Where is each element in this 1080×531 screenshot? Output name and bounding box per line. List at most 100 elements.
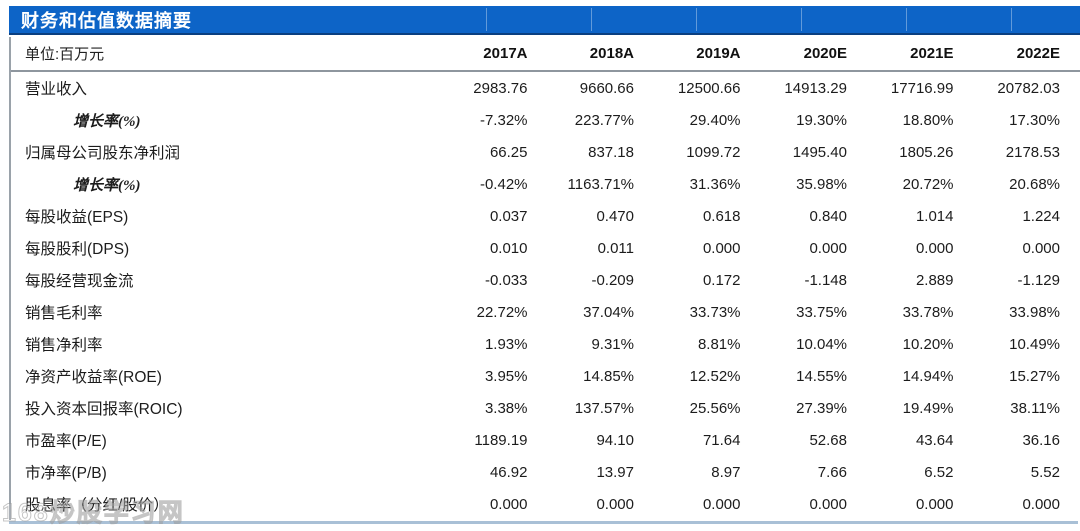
cell-value: 14913.29	[784, 79, 847, 97]
cell-value: 14.55%	[796, 367, 847, 385]
cell-value: 0.010	[489, 239, 528, 257]
cell-value: 20782.03	[997, 79, 1060, 97]
cell-value: 0.000	[702, 239, 741, 257]
cell-value: -0.209	[591, 271, 634, 289]
row-label: 营业收入	[25, 81, 88, 98]
cell-value: 29.40%	[689, 111, 741, 129]
cell-value: 0.172	[702, 271, 741, 289]
cell-value: 1.014	[915, 207, 954, 225]
cell-value: 0.000	[809, 495, 847, 513]
cell-value: 837.18	[588, 143, 634, 161]
cell-value: -1.129	[1017, 271, 1060, 289]
column-header-2019a: 2019A	[654, 37, 761, 72]
cell-value: 31.36%	[689, 175, 741, 193]
cell-value: 0.000	[1022, 239, 1060, 257]
table-title-bar: 财务和估值数据摘要	[9, 6, 1080, 35]
cell-value: 46.92	[489, 463, 528, 481]
cell-value: -0.42%	[479, 175, 528, 193]
cell-value: 33.75%	[796, 303, 847, 321]
table-row: 股息率（分红/股价） 0.000 0.000 0.000 0.000 0.000 0.000	[11, 488, 1080, 520]
titlebar-column-separator	[1011, 8, 1012, 31]
table-row: 每股经营现金流 -0.033 -0.209 0.172 -1.148 2.889 -1.12…	[11, 264, 1080, 296]
cell-value: 12500.66	[677, 79, 741, 97]
cell-value: 0.000	[809, 239, 847, 257]
row-label: 每股收益(EPS)	[25, 209, 129, 226]
table-bottom-rule	[9, 521, 1078, 524]
cell-value: 33.73%	[689, 303, 741, 321]
table-row: 净资产收益率(ROE) 3.95% 14.85% 12.52% 14.55% 14.94%…	[11, 360, 1080, 392]
cell-value: 2.889	[915, 271, 954, 289]
cell-value: 1189.19	[474, 431, 528, 449]
table-row: 市盈率(P/E) 1189.19 94.10 71.64 52.68 43.64 36.16	[11, 424, 1080, 456]
cell-value: 38.11%	[1010, 399, 1060, 417]
cell-value: 27.39%	[796, 399, 847, 417]
financial-summary-table: 单位:百万元 2017A 2018A 2019A 2020E 2021E 2022E 营业…	[11, 37, 1080, 520]
cell-value: 0.000	[1022, 495, 1060, 513]
cell-value: 223.77%	[574, 111, 634, 129]
cell-value: 33.78%	[902, 303, 954, 321]
cell-value: 0.000	[915, 239, 954, 257]
row-label: 归属母公司股东净利润	[25, 145, 181, 162]
cell-value: 22.72%	[476, 303, 528, 321]
titlebar-column-separator	[591, 8, 592, 31]
column-header-2021e: 2021E	[867, 37, 974, 72]
table-row: 投入资本回报率(ROIC) 3.38% 137.57% 25.56% 27.39% 19.…	[11, 392, 1080, 424]
cell-value: 9660.66	[579, 79, 634, 97]
row-label: 股息率（分红/股价）	[25, 497, 169, 514]
cell-value: 36.16	[1022, 431, 1060, 449]
cell-value: 2178.53	[1005, 143, 1060, 161]
table-row: 增长率(%) -0.42% 1163.71% 31.36% 35.98% 20.72% 20…	[11, 168, 1080, 200]
titlebar-column-separator	[696, 8, 697, 31]
cell-value: 10.20%	[902, 335, 954, 353]
cell-value: 17.30%	[1009, 111, 1060, 129]
cell-value: 9.31%	[591, 335, 634, 353]
cell-value: 0.840	[809, 207, 847, 225]
cell-value: 0.470	[596, 207, 634, 225]
cell-value: 20.68%	[1009, 175, 1060, 193]
unit-label: 单位:百万元	[11, 37, 441, 72]
column-header-2017a: 2017A	[441, 37, 548, 72]
table-row: 每股股利(DPS) 0.010 0.011 0.000 0.000 0.000 0.000	[11, 232, 1080, 264]
cell-value: 7.66	[817, 463, 847, 481]
page-title: 财务和估值数据摘要	[21, 10, 192, 31]
table-row: 营业收入 2983.76 9660.66 12500.66 14913.29 17716.…	[11, 71, 1080, 104]
cell-value: 2983.76	[473, 79, 528, 97]
column-header-2022e: 2022E	[973, 37, 1080, 72]
cell-value: -0.033	[484, 271, 528, 289]
cell-value: 8.81%	[697, 335, 741, 353]
row-label: 增长率(%)	[73, 113, 141, 130]
table-row: 每股收益(EPS) 0.037 0.470 0.618 0.840 1.014 1.224	[11, 200, 1080, 232]
cell-value: 0.000	[915, 495, 954, 513]
cell-value: 0.618	[702, 207, 741, 225]
cell-value: 17716.99	[890, 79, 954, 97]
cell-value: 5.52	[1030, 463, 1060, 481]
cell-value: 1163.71%	[567, 175, 634, 193]
cell-value: 14.94%	[902, 367, 954, 385]
cell-value: -1.148	[804, 271, 847, 289]
cell-value: 94.10	[596, 431, 634, 449]
cell-value: 52.68	[809, 431, 847, 449]
cell-value: 137.57%	[574, 399, 634, 417]
cell-value: 15.27%	[1009, 367, 1060, 385]
cell-value: 71.64	[702, 431, 741, 449]
table-row: 销售净利率 1.93% 9.31% 8.81% 10.04% 10.20% 10.49%	[11, 328, 1080, 360]
row-label: 市盈率(P/E)	[25, 433, 107, 450]
cell-value: 0.000	[702, 495, 741, 513]
table-row: 增长率(%) -7.32% 223.77% 29.40% 19.30% 18.80% 17.…	[11, 104, 1080, 136]
table-container: 单位:百万元 2017A 2018A 2019A 2020E 2021E 2022E 营业…	[9, 37, 1080, 520]
cell-value: 37.04%	[583, 303, 634, 321]
cell-value: 35.98%	[796, 175, 847, 193]
cell-value: 1495.40	[792, 143, 847, 161]
cell-value: 0.011	[597, 239, 634, 257]
cell-value: 8.97	[711, 463, 741, 481]
table-header-row: 单位:百万元 2017A 2018A 2019A 2020E 2021E 2022E	[11, 37, 1080, 72]
row-label: 净资产收益率(ROE)	[25, 369, 162, 386]
table-body: 营业收入 2983.76 9660.66 12500.66 14913.29 17716.…	[11, 71, 1080, 520]
cell-value: 14.85%	[583, 367, 634, 385]
table-row: 归属母公司股东净利润 66.25 837.18 1099.72 1495.40 1805.…	[11, 136, 1080, 168]
column-header-2020e: 2020E	[760, 37, 867, 72]
cell-value: 3.95%	[484, 367, 528, 385]
cell-value: 19.30%	[796, 111, 847, 129]
titlebar-column-separator	[906, 8, 907, 31]
